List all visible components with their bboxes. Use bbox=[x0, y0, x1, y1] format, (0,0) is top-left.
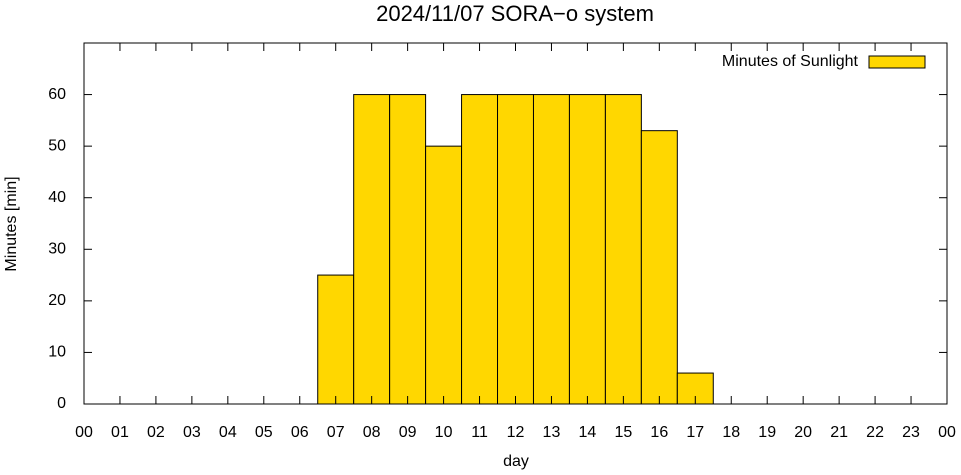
legend-label: Minutes of Sunlight bbox=[722, 53, 859, 70]
bar bbox=[353, 94, 391, 405]
x-tick-label: 16 bbox=[650, 424, 668, 441]
x-tick-label: 18 bbox=[722, 424, 740, 441]
x-tick-label: 13 bbox=[543, 424, 561, 441]
x-tick-label: 02 bbox=[147, 424, 165, 441]
x-axis-label: day bbox=[503, 453, 529, 470]
y-tick-label: 40 bbox=[48, 189, 66, 206]
x-tick-label: 09 bbox=[399, 424, 417, 441]
y-tick-label: 30 bbox=[48, 241, 66, 258]
x-tick-label: 20 bbox=[794, 424, 812, 441]
bar bbox=[532, 94, 570, 405]
y-tick-label: 50 bbox=[48, 137, 66, 154]
x-tick-label: 19 bbox=[758, 424, 776, 441]
y-axis-label: Minutes [min] bbox=[3, 176, 20, 271]
y-tick-label: 10 bbox=[48, 344, 66, 361]
bar bbox=[497, 94, 534, 405]
y-tick-label: 0 bbox=[57, 395, 66, 412]
x-tick-label: 00 bbox=[938, 424, 956, 441]
x-tick-label: 21 bbox=[830, 424, 848, 441]
bar bbox=[461, 94, 499, 405]
bar bbox=[568, 94, 606, 405]
x-tick-label: 08 bbox=[363, 424, 381, 441]
bar bbox=[604, 94, 642, 405]
x-tick-label: 10 bbox=[435, 424, 453, 441]
x-tick-label: 05 bbox=[255, 424, 273, 441]
x-tick-label: 12 bbox=[507, 424, 525, 441]
x-tick-label: 04 bbox=[219, 424, 237, 441]
x-tick-label: 17 bbox=[686, 424, 704, 441]
x-tick-label: 03 bbox=[183, 424, 201, 441]
x-tick-label: 22 bbox=[866, 424, 884, 441]
chart-title: 2024/11/07 SORA−o system bbox=[376, 1, 654, 26]
x-tick-label: 06 bbox=[291, 424, 309, 441]
x-tick-label: 07 bbox=[327, 424, 345, 441]
bar bbox=[317, 274, 355, 405]
y-tick-label: 20 bbox=[48, 292, 66, 309]
x-tick-label: 15 bbox=[614, 424, 632, 441]
x-tick-label: 14 bbox=[579, 424, 597, 441]
legend-swatch bbox=[868, 55, 926, 69]
bar bbox=[389, 94, 427, 405]
bar bbox=[640, 130, 678, 405]
y-tick-label: 60 bbox=[48, 86, 66, 103]
x-tick-label: 23 bbox=[902, 424, 920, 441]
x-tick-label: 11 bbox=[471, 424, 488, 441]
x-tick-label: 01 bbox=[111, 424, 129, 441]
bar bbox=[425, 145, 463, 405]
x-tick-label: 00 bbox=[75, 424, 93, 441]
